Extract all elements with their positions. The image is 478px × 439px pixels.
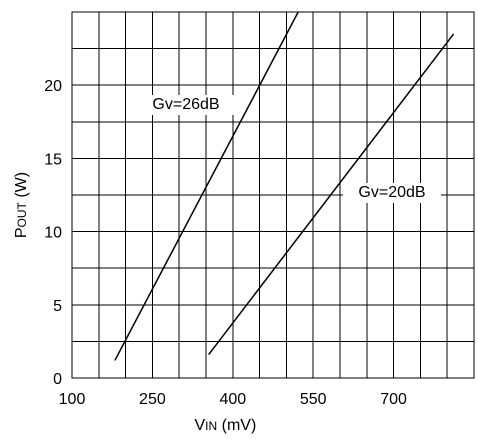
- y-axis-title: POUT (W): [13, 172, 30, 238]
- y-tick-label: 15: [44, 151, 62, 168]
- axis-titles: VIN (mV) POUT (W): [13, 172, 256, 434]
- tick-labels: 100 250 400 550 700 0 5 10 15 20: [44, 78, 407, 408]
- series-label-1: Gv=26dB: [152, 96, 219, 113]
- series-label-background: [343, 183, 441, 203]
- x-tick-label: 250: [139, 391, 166, 408]
- y-tick-label: 10: [44, 225, 62, 242]
- x-tick-label: 550: [300, 391, 327, 408]
- series-layer: [114, 11, 455, 361]
- y-tick-label: 20: [44, 78, 62, 95]
- y-tick-label: 5: [53, 298, 62, 315]
- x-tick-label: 700: [380, 391, 407, 408]
- plot-frame: [71, 11, 475, 379]
- series-label-background: [138, 95, 234, 115]
- series-line-2: [208, 33, 455, 356]
- series-label-2: Gv=20dB: [358, 184, 425, 201]
- x-axis-title: VIN (mV): [195, 417, 257, 434]
- x-tick-label: 400: [219, 391, 246, 408]
- series-line-1: [114, 11, 299, 361]
- x-tick-label: 100: [59, 391, 86, 408]
- y-tick-label: 0: [53, 371, 62, 388]
- series-labels: Gv=26dB Gv=20dB: [138, 95, 441, 203]
